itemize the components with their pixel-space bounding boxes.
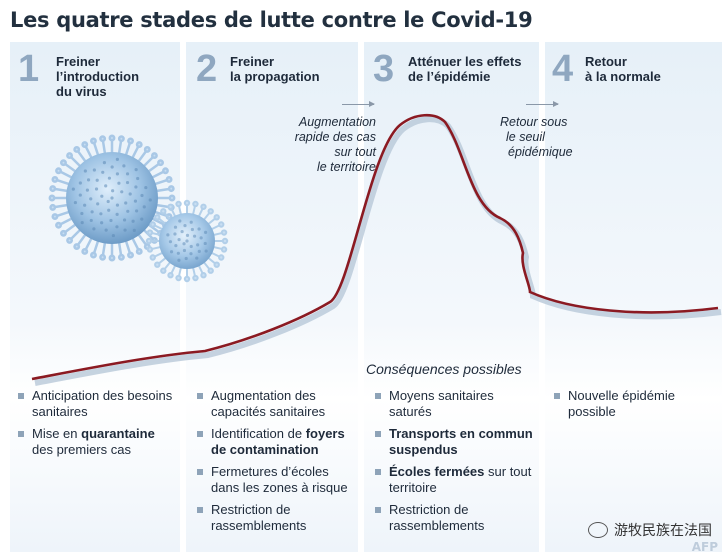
watermark: 游牧民族在法国 [588, 520, 712, 540]
stage-4-label: Retour à la normale [585, 54, 661, 84]
consequence-item: Augmentation des capacités sanitaires [197, 388, 357, 419]
consequences-title: Conséquences possibles [366, 361, 522, 377]
consequence-item: Mise en quarantaine des premiers cas [18, 426, 178, 457]
stage-3-label: Atténuer les effets de l’épidémie [408, 54, 522, 84]
stage-3-number: 3 [373, 48, 395, 90]
epidemic-curve-shadow [34, 116, 722, 386]
stage-2-label: Freiner la propagation [230, 54, 320, 84]
stage-2-consequences: Augmentation des capacités sanitaires Ide… [197, 388, 357, 540]
stage-1-number: 1 [18, 48, 40, 90]
stage-1-label: Freiner l’introduction du virus [56, 54, 140, 99]
stage-2-panel [186, 42, 358, 552]
stage-4-arrow [526, 101, 559, 107]
stage-1-consequences: Anticipation des besoins sanitaires Mise … [18, 388, 178, 464]
virus-illustration-large [48, 134, 176, 262]
stage-4-number: 4 [552, 48, 574, 90]
stage-2-number: 2 [196, 48, 218, 90]
page-title: Les quatre stades de lutte contre le Cov… [10, 8, 533, 32]
stage-3-consequences: Moyens sanitaires saturés Transports en c… [375, 388, 539, 540]
consequence-item: Moyens sanitaires saturés [375, 388, 539, 419]
consequence-item: Anticipation des besoins sanitaires [18, 388, 178, 419]
consequence-item: Transports en commun suspendus [375, 426, 539, 457]
consequence-item: Nouvelle épidémie possible [554, 388, 714, 419]
consequence-item: Restriction de rassemblements [375, 502, 539, 533]
consequence-item: Restriction de rassemblements [197, 502, 357, 533]
wechat-icon [588, 522, 608, 538]
rapid-increase-annotation: Augmentation rapide des cas sur tout le … [294, 115, 376, 174]
stage-3-arrow [342, 101, 375, 107]
return-below-threshold-annotation: Retour sous le seuil épidémique [500, 115, 573, 159]
source-logo: AFP [691, 540, 718, 554]
watermark-text: 游牧民族在法国 [614, 523, 712, 539]
stage-4-panel [545, 42, 722, 552]
consequence-item: Écoles fermées sur tout territoire [375, 464, 539, 495]
stage-1-panel [10, 42, 180, 552]
consequence-item: Identification de foyers de contaminatio… [197, 426, 357, 457]
virus-illustration-small [145, 199, 229, 283]
stage-4-consequences: Nouvelle épidémie possible [554, 388, 714, 426]
consequence-item: Fermetures d’écoles dans les zones à ris… [197, 464, 357, 495]
epidemic-curve-line [31, 113, 719, 381]
